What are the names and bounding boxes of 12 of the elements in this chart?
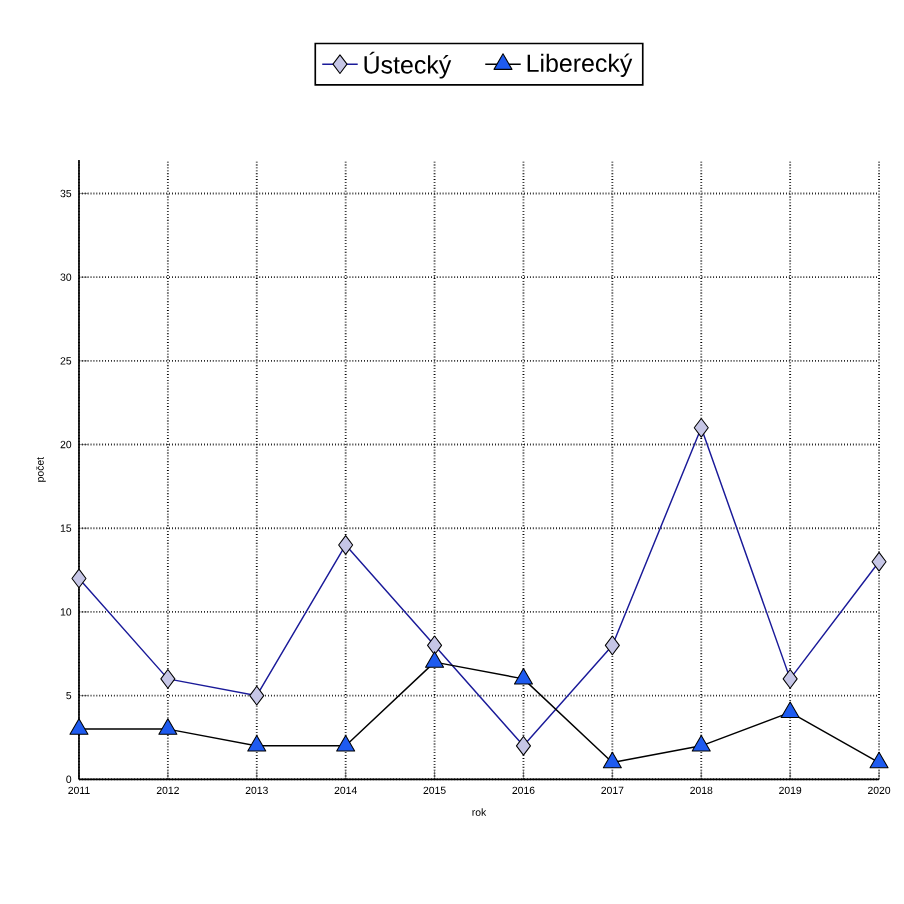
point <box>780 701 800 719</box>
point <box>69 718 89 735</box>
point <box>158 718 178 735</box>
point <box>602 751 622 769</box>
point <box>869 751 889 769</box>
legend-label: Ústecký <box>364 51 452 79</box>
legend-label: Liberecký <box>527 53 633 77</box>
point <box>247 734 267 752</box>
point <box>513 667 533 685</box>
point <box>425 651 445 668</box>
point <box>336 734 356 752</box>
point <box>691 734 711 752</box>
